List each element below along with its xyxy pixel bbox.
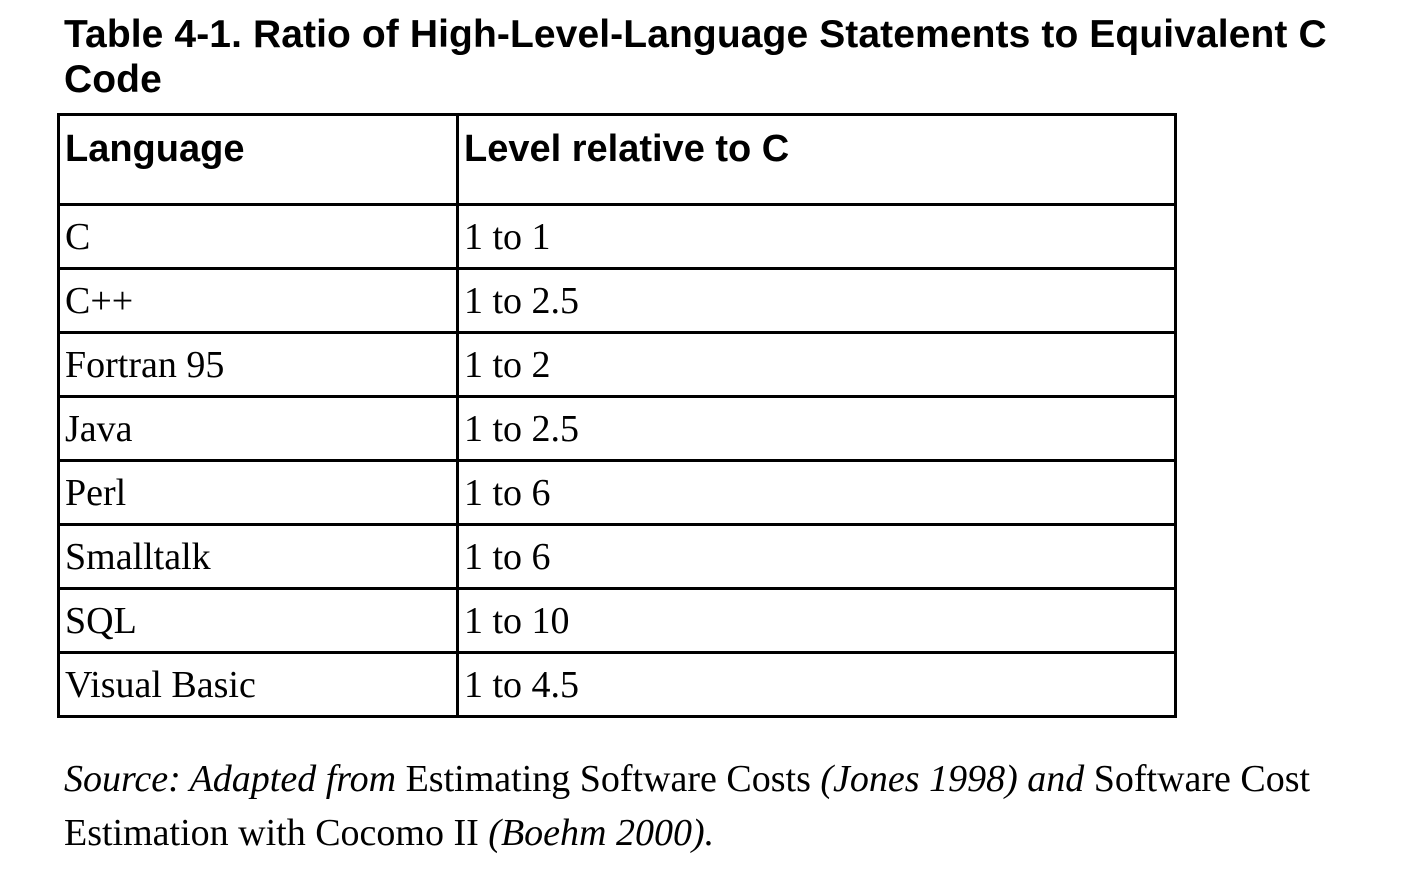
table-row: Java 1 to 2.5 [57,395,1177,462]
source-citation: (Jones 1998) and [810,758,1094,800]
table-header-row: Language Level relative to C [57,113,1177,206]
table-row: Visual Basic 1 to 4.5 [57,651,1177,718]
language-cell: C [57,203,459,270]
table-row: SQL 1 to 10 [57,587,1177,654]
level-cell: 1 to 2 [456,331,1177,398]
table-row: Perl 1 to 6 [57,459,1177,526]
table-title: Table 4-1. Ratio of High-Level-Language … [64,13,1327,101]
column-header-language: Language [57,113,459,206]
source-citation: (Boehm 2000). [478,812,715,854]
level-cell: 1 to 2.5 [456,267,1177,334]
table-row: C++ 1 to 2.5 [57,267,1177,334]
table-row: Smalltalk 1 to 6 [57,523,1177,590]
table-row: C 1 to 1 [57,203,1177,270]
level-cell: 1 to 1 [456,203,1177,270]
table-row: Fortran 95 1 to 2 [57,331,1177,398]
source-book-title: Software Cost Estimation with Cocomo II [64,758,1311,854]
language-cell: Fortran 95 [57,331,459,398]
level-cell: 1 to 6 [456,523,1177,590]
source-note: Source: Adapted from Estimating Software… [64,752,1394,860]
level-cell: 1 to 10 [456,587,1177,654]
source-book-title: Estimating Software Costs [405,758,811,800]
level-cell: 1 to 6 [456,459,1177,526]
level-cell: 1 to 4.5 [456,651,1177,718]
source-prefix: Source: Adapted from [64,758,406,800]
language-ratio-table: Language Level relative to C C 1 to 1 C+… [57,113,1177,718]
language-cell: Java [57,395,459,462]
language-cell: Perl [57,459,459,526]
language-cell: Smalltalk [57,523,459,590]
language-cell: SQL [57,587,459,654]
language-cell: Visual Basic [57,651,459,718]
column-header-level: Level relative to C [456,113,1177,206]
language-cell: C++ [57,267,459,334]
level-cell: 1 to 2.5 [456,395,1177,462]
